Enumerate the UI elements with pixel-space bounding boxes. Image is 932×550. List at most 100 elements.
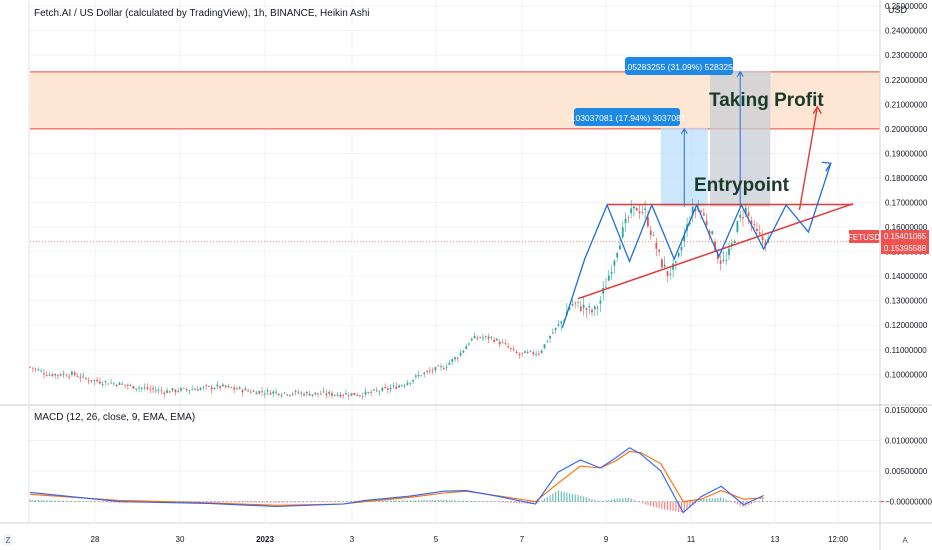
time-tick-label: 5 — [434, 535, 439, 544]
price-ticks[interactable]: 0.25000000 0.24000000 0.23000000 0.22000000… — [885, 2, 928, 379]
macd-histogram-bar — [211, 501, 213, 503]
candle-body — [529, 350, 532, 352]
macd-histogram-bar — [107, 501, 109, 503]
currency-label: USD — [888, 5, 908, 15]
candle-body — [406, 382, 409, 385]
macd-histogram-bar — [227, 501, 230, 503]
macd-histogram-bar — [739, 501, 741, 506]
taking-profit-label[interactable]: Taking Profit — [709, 90, 824, 111]
macd-histogram-bar — [222, 501, 224, 503]
timezone-button[interactable] — [2, 534, 14, 546]
candle-body — [266, 390, 269, 392]
macd-histogram-bar — [241, 501, 244, 503]
macd-histogram-bar — [88, 501, 90, 503]
candle-body — [361, 395, 364, 397]
macd-histogram-bar — [459, 500, 462, 502]
candle-body — [607, 275, 610, 281]
macd-histogram-bar — [219, 501, 221, 503]
drawing-lines[interactable] — [561, 105, 854, 328]
candle-body — [476, 337, 479, 339]
candle-body — [554, 327, 557, 330]
macd-histogram-bar — [60, 500, 62, 502]
close-price-value: 0.15395588 — [884, 244, 927, 253]
macd-histogram-bar — [507, 501, 509, 503]
candle-body — [568, 307, 571, 310]
time-tick-label: 28 — [91, 535, 100, 544]
macd-histogram-bar — [661, 501, 663, 510]
macd-histogram-bar — [406, 500, 409, 502]
macd-histogram-bar — [571, 493, 574, 502]
macd-histogram-bar — [538, 501, 540, 503]
macd-tick-label: −0.00000000 — [885, 498, 932, 507]
candle-body — [258, 391, 261, 394]
macd-histogram-bar — [104, 501, 107, 503]
entrypoint-label[interactable]: Entrypoint — [694, 175, 790, 196]
macd-histogram-bar — [40, 500, 42, 502]
time-tick-label: 12:00 — [828, 535, 849, 544]
macd-histogram-bar — [48, 500, 51, 502]
last-price-tag — [881, 230, 929, 242]
candle-body — [409, 382, 412, 384]
candle-body — [378, 391, 381, 393]
macd-histogram-bar — [300, 501, 302, 503]
macd-histogram-bar — [348, 501, 350, 502]
candle-body — [504, 343, 507, 344]
candle-body — [57, 374, 59, 376]
time-ticks[interactable]: 28 30 2023 3 5 7 9 11 13 12:00 — [91, 535, 849, 544]
macd-histogram-bar — [731, 501, 733, 503]
candle-body — [445, 366, 448, 368]
candle-body — [90, 380, 93, 382]
macd-histogram-bar — [339, 501, 341, 503]
candle-body — [291, 393, 294, 395]
candle-body — [465, 346, 468, 349]
candle-body — [283, 392, 286, 394]
macd-histogram-bar — [499, 501, 501, 503]
close-price-tag — [881, 242, 929, 254]
macd-histogram-bar — [378, 500, 381, 502]
macd-histogram-bar — [395, 500, 397, 502]
candle-body — [518, 354, 521, 355]
candle-body — [191, 389, 194, 391]
macd-histogram-bar — [225, 501, 227, 503]
candle-body — [756, 228, 758, 231]
macd-histogram-bar — [521, 501, 523, 504]
candle-body — [269, 392, 272, 395]
candle-body — [744, 207, 747, 215]
macd-histogram-bar — [418, 500, 420, 502]
measure-label-box-2[interactable] — [625, 57, 733, 75]
candle-body — [451, 359, 454, 362]
macd-histogram-bar — [557, 490, 560, 502]
macd-histogram-bar — [446, 499, 448, 502]
macd-histogram-bar — [513, 501, 515, 503]
support-trendline — [577, 203, 854, 300]
measure-label-box-1[interactable] — [574, 108, 680, 126]
macd-histogram-bar — [328, 501, 330, 503]
macd-pane[interactable] — [29, 447, 884, 514]
macd-histogram-bar — [82, 501, 84, 503]
macd-histogram-bar — [596, 500, 599, 502]
price-tick-label: 0.23000000 — [885, 51, 928, 60]
measure-boxes[interactable] — [660, 70, 771, 207]
macd-histogram-bar — [454, 500, 456, 502]
auto-scale-button[interactable]: A — [902, 536, 908, 545]
candle-body — [431, 370, 434, 372]
macd-histogram-bar — [46, 500, 48, 502]
macd-histogram-bar — [116, 501, 118, 503]
macd-histogram-bar — [281, 501, 283, 503]
macd-histogram-bar — [457, 500, 459, 502]
candle-body — [412, 379, 414, 382]
macd-histogram-bar — [57, 500, 59, 502]
macd-histogram-bar — [566, 492, 568, 502]
candle-body — [621, 227, 624, 238]
candle-body — [739, 214, 742, 218]
candle-body — [286, 394, 289, 396]
macd-histogram-bar — [412, 500, 414, 502]
candle-body — [73, 372, 76, 375]
candle-body — [493, 339, 496, 342]
candle-body — [674, 261, 677, 263]
macd-ticks[interactable]: 0.01500000 0.01000000 0.00500000 −0.0000000… — [885, 406, 932, 507]
candle-body — [677, 252, 680, 257]
macd-histogram-bar — [555, 491, 557, 502]
macd-histogram-bar — [110, 501, 112, 503]
